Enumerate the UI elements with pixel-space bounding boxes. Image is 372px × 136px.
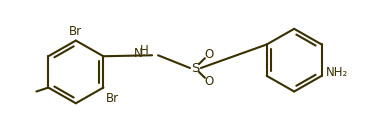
Text: O: O: [204, 75, 214, 88]
Text: NH₂: NH₂: [326, 66, 348, 79]
Text: S: S: [191, 61, 199, 75]
Text: Br: Br: [69, 25, 82, 38]
Text: H: H: [140, 44, 148, 57]
Text: O: O: [204, 48, 214, 61]
Text: N: N: [134, 47, 142, 60]
Text: Br: Br: [106, 92, 119, 104]
